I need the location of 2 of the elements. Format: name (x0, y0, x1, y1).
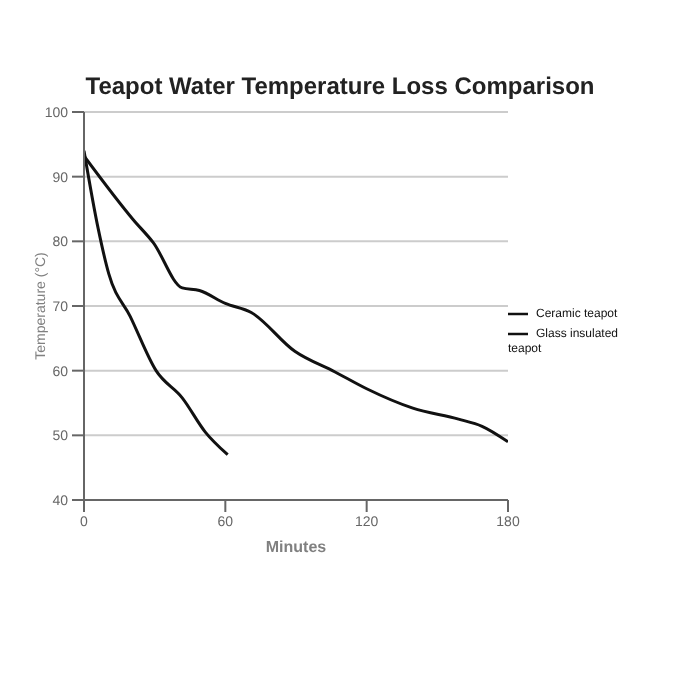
chart-title: Teapot Water Temperature Loss Comparison (83, 70, 597, 100)
x-axis-title: Minutes (265, 538, 328, 556)
